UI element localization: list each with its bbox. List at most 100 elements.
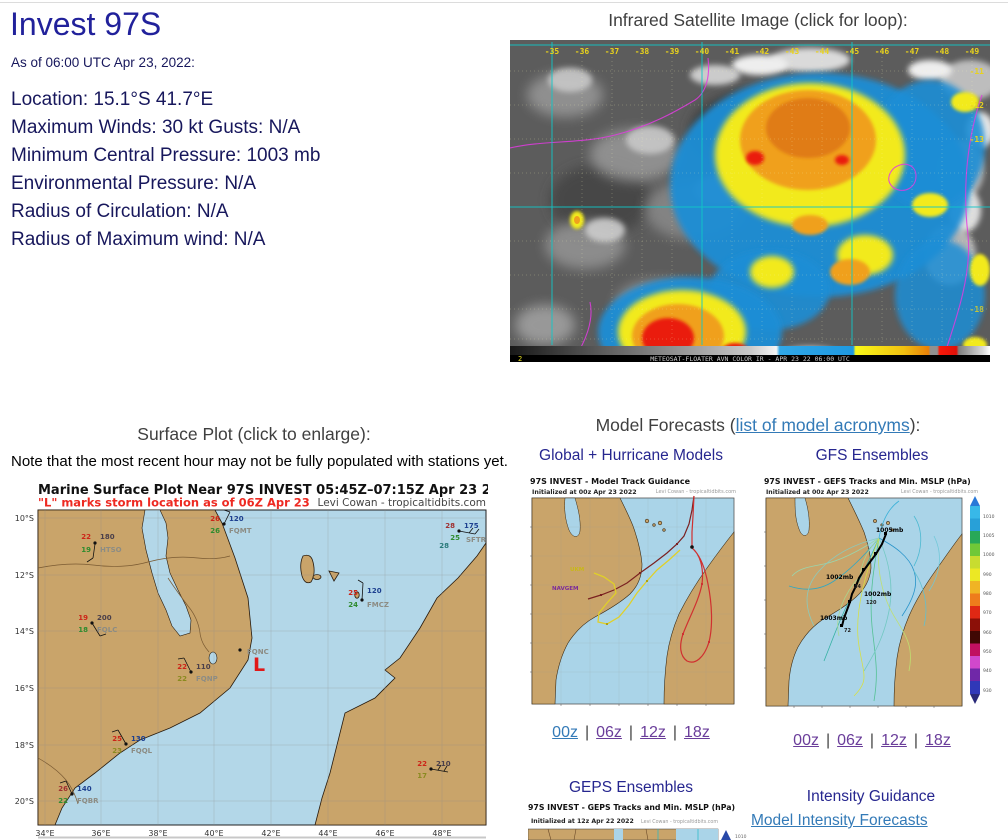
svg-text:-35: -35 [545, 47, 560, 56]
gefs-mean-track: 1005mb 1002mb 1002mb 1003mb 84 120 72 [820, 527, 904, 634]
geps-colorbar-top-label: 1010 [735, 834, 747, 840]
svg-text:930: 930 [983, 688, 992, 694]
model-acronyms-link[interactable]: list of model acronyms [735, 415, 910, 435]
gefs-img-credit: Levi Cowan - tropicaltidbits.com [901, 489, 978, 495]
svg-text:-47: -47 [905, 47, 920, 56]
surface-stations: 22 180 19 HTSO 26 120 26 FQMT 28 1 [58, 509, 487, 805]
svg-text:1010: 1010 [983, 514, 995, 520]
satellite-svg: -35 -36 -37 -38 -39 -40 -41 -42 -43 -44 … [509, 40, 1000, 387]
svg-text:210: 210 [436, 760, 451, 768]
gefs-time-links: 00z | 06z | 12z | 18z [762, 732, 982, 750]
svg-text:180: 180 [100, 533, 115, 541]
svg-text:38°E: 38°E [148, 829, 167, 838]
sat-caption-bar [510, 355, 990, 362]
sat-lat-labels: -11 -12 -13 -18 [970, 67, 985, 314]
svg-text:-46: -46 [875, 47, 890, 56]
surface-gridlines [38, 510, 486, 825]
track-map-grid [532, 498, 734, 704]
svg-text:84: 84 [854, 584, 861, 590]
svg-text:120: 120 [367, 587, 382, 595]
track-map-ticks [530, 526, 707, 706]
track-guidance-time-links: 00z | 06z | 12z | 18z [524, 724, 738, 742]
svg-text:22: 22 [177, 675, 187, 683]
gefs-svg: 97S INVEST - GEFS Tracks and Min. MSLP (… [764, 477, 995, 708]
model-forecasts-header-prefix: Model Forecasts ( [595, 415, 736, 435]
svg-text:46°E: 46°E [375, 829, 394, 838]
link-separator: | [584, 724, 590, 741]
gefs-colorbar: 1010 1005 1000 990 980 970 960 950 940 9… [970, 496, 995, 704]
svg-text:175: 175 [464, 522, 479, 530]
svg-text:FQQL: FQQL [131, 747, 153, 755]
geps-ensembles-image[interactable]: 97S INVEST - GEPS Tracks and Min. MSLP (… [527, 800, 778, 840]
svg-text:26: 26 [210, 515, 220, 523]
link-12z-left[interactable]: 12z [640, 724, 666, 741]
link-18z-left[interactable]: 18z [684, 724, 710, 741]
svg-text:FQNP: FQNP [196, 675, 218, 683]
storm-details: Location: 15.1°S 41.7°E Maximum Winds: 3… [11, 86, 320, 254]
track-img-init: Initialized at 00z Apr 23 2022 [532, 489, 637, 496]
gefs-ensembles-image[interactable]: 97S INVEST - GEFS Tracks and Min. MSLP (… [764, 476, 1008, 718]
link-separator: | [628, 724, 634, 741]
geps-img-credit: Levi Cowan - tropicaltidbits.com [641, 819, 718, 825]
track-img-credit: Levi Cowan - tropicaltidbits.com [656, 489, 736, 495]
svg-text:-37: -37 [605, 47, 620, 56]
link-06z-right[interactable]: 06z [837, 732, 863, 749]
svg-text:-43: -43 [785, 47, 800, 56]
station-htso: 22 180 19 HTSO [81, 533, 122, 563]
infrared-satellite-image[interactable]: -35 -36 -37 -38 -39 -40 -41 -42 -43 -44 … [509, 40, 1000, 387]
link-06z-left[interactable]: 06z [596, 724, 622, 741]
model-forecasts-header-suffix: ): [909, 415, 921, 435]
surface-plot-svg: Marine Surface Plot Near 97S INVEST 05:4… [15, 483, 518, 839]
detail-location: Location: 15.1°S 41.7°E [11, 89, 214, 110]
surface-lat-axis: 10°S 12°S 14°S 16°S 18°S 20°S [15, 514, 34, 806]
geps-svg: 97S INVEST - GEPS Tracks and Min. MSLP (… [527, 803, 747, 840]
detail-min-pressure: Minimum Central Pressure: 1003 mb [11, 145, 321, 166]
svg-text:72: 72 [844, 628, 851, 634]
station-sftr: 28 175 25 SFTR 28 [439, 522, 486, 550]
sat-coastlines [509, 57, 983, 363]
gefs-map-ticks [764, 531, 935, 708]
geps-img-init: Initialized at 12z Apr 22 2022 [531, 818, 634, 825]
svg-text:19: 19 [81, 546, 91, 554]
svg-text:960: 960 [983, 630, 992, 636]
model-intensity-forecasts-link[interactable]: Model Intensity Forecasts [751, 812, 928, 829]
svg-text:-42: -42 [755, 47, 770, 56]
link-12z-right[interactable]: 12z [881, 732, 907, 749]
svg-text:18: 18 [78, 626, 88, 634]
detail-max-winds: Maximum Winds: 30 kt Gusts: N/A [11, 117, 301, 138]
svg-text:FQLC: FQLC [97, 626, 117, 634]
svg-text:-39: -39 [665, 47, 680, 56]
link-00z-right[interactable]: 00z [793, 732, 819, 749]
svg-text:25: 25 [112, 735, 122, 743]
link-00z-left[interactable]: 00z [552, 724, 578, 741]
global-hurricane-models-heading: Global + Hurricane Models [539, 447, 723, 464]
sat-lon-labels: -35 -36 -37 -38 -39 -40 -41 -42 -43 -44 … [545, 47, 980, 56]
link-separator: | [672, 724, 678, 741]
track-label-navgem: NAVGEM [552, 586, 579, 592]
station-fqnp: 22 110 22 FQNP [177, 657, 218, 683]
sat-grid-lines [510, 42, 990, 345]
station-madagascar: 22 210 17 [417, 760, 450, 780]
svg-text:-38: -38 [635, 47, 650, 56]
surface-plot-note: Note that the most recent hour may not b… [11, 453, 508, 470]
station-fqql: 25 130 23 FQQL [111, 729, 153, 755]
station-fqbr: 26 140 22 FQBR [58, 780, 99, 805]
svg-text:14°S: 14°S [15, 627, 34, 636]
svg-text:970: 970 [983, 610, 992, 616]
svg-text:26: 26 [210, 527, 220, 535]
svg-text:140: 140 [77, 785, 92, 793]
link-18z-right[interactable]: 18z [925, 732, 951, 749]
surface-lakes [141, 509, 218, 665]
model-track-guidance-image[interactable]: 97S INVEST - Model Track Guidance Initia… [528, 476, 738, 712]
svg-text:18°S: 18°S [15, 741, 34, 750]
surface-plot-image[interactable]: Marine Surface Plot Near 97S INVEST 05:4… [8, 478, 518, 840]
svg-text:FQBR: FQBR [77, 797, 99, 805]
surface-map-credit: Levi Cowan - tropicaltidbits.com [318, 497, 486, 509]
svg-text:-45: -45 [845, 47, 860, 56]
track-label-ukm: UKM [570, 567, 584, 573]
svg-text:34°E: 34°E [35, 829, 54, 838]
surface-borders [37, 555, 231, 805]
svg-text:1002mb: 1002mb [826, 574, 854, 581]
svg-text:120: 120 [866, 600, 877, 606]
svg-text:24: 24 [348, 601, 358, 609]
